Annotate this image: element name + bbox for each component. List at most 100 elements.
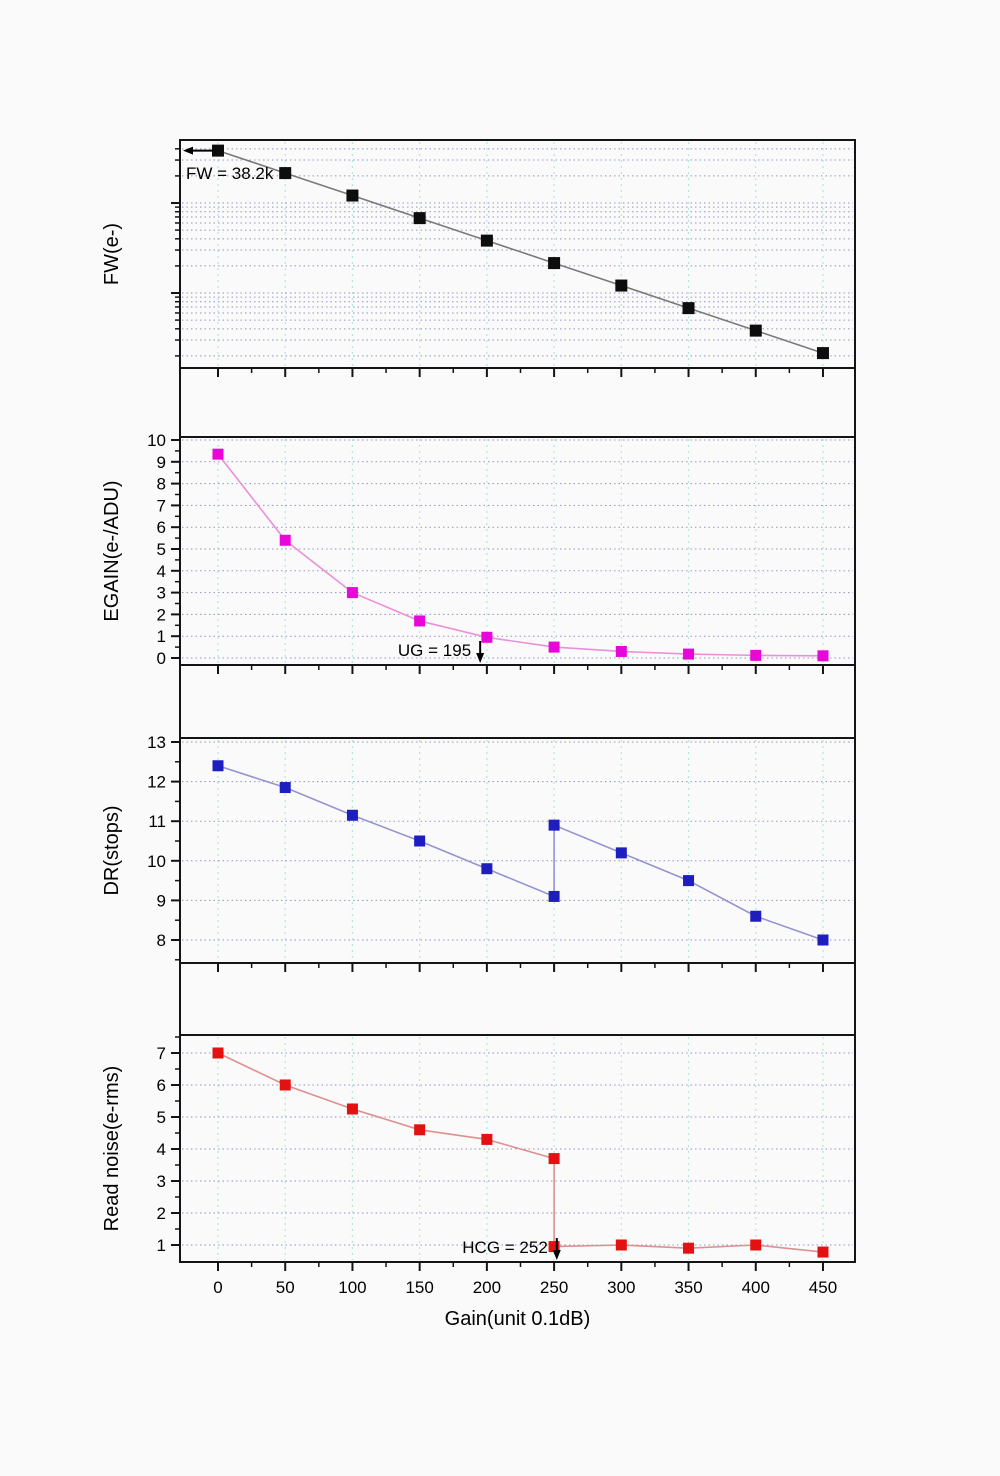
data-point-marker — [279, 782, 291, 794]
y-tick-label: 9 — [157, 453, 166, 472]
series-line-dr — [217, 764, 824, 941]
y-tick-label: 10 — [147, 852, 166, 871]
y-tick-label: 6 — [157, 518, 166, 537]
data-point-marker — [615, 279, 628, 292]
data-point-marker — [615, 645, 627, 657]
y-tick-label: 8 — [157, 931, 166, 950]
data-point-marker — [683, 1242, 695, 1254]
x-tick-label: 250 — [540, 1278, 568, 1297]
data-point-marker — [548, 890, 560, 902]
data-point-marker — [548, 1241, 560, 1253]
panel-dr — [182, 740, 853, 961]
y-axis-egain: 0 1 2 3 4 5 6 7 8 9 10 — [147, 431, 180, 668]
y-tick-label: 3 — [157, 1172, 166, 1191]
y-tick-label: 5 — [157, 1108, 166, 1127]
data-point-marker — [615, 847, 627, 859]
y-tick-label: 10 — [147, 431, 166, 450]
data-point-marker — [750, 1239, 762, 1251]
data-point-marker — [414, 615, 426, 627]
data-point-marker — [548, 819, 560, 831]
series-line-fw — [217, 149, 824, 354]
panel-egain — [182, 439, 853, 663]
x-tick-label: 300 — [607, 1278, 635, 1297]
data-point-marker — [279, 167, 292, 180]
y-axis-dr: 8 9 10 11 12 13 — [147, 733, 180, 961]
panel-fw — [182, 142, 853, 366]
y-tick-label: 8 — [157, 475, 166, 494]
x-tick-label: 150 — [405, 1278, 433, 1297]
annotation-egain: UG = 195 — [398, 641, 485, 663]
y-tick-label: 1 — [157, 627, 166, 646]
x-tick-label: 50 — [276, 1278, 295, 1297]
data-point-marker — [548, 257, 561, 270]
data-point-marker — [683, 648, 695, 660]
data-point-marker — [749, 324, 762, 337]
data-point-marker — [817, 934, 829, 946]
y-axis-title-dr: DR(stops) — [101, 805, 123, 895]
y-tick-label: 6 — [157, 1076, 166, 1095]
y-tick-label: 3 — [157, 584, 166, 603]
data-point-marker — [816, 347, 829, 360]
y-tick-label: 2 — [157, 605, 166, 624]
data-point-marker — [346, 1103, 358, 1115]
data-point-marker — [279, 1079, 291, 1091]
x-axis-title: Gain(unit 0.1dB) — [445, 1308, 591, 1330]
data-point-marker — [817, 1246, 829, 1258]
annotation-text: FW = 38.2k — [186, 164, 274, 183]
data-point-marker — [346, 809, 358, 821]
annotation-text: UG = 195 — [398, 641, 471, 660]
data-point-marker — [548, 1153, 560, 1165]
y-tick-label: 0 — [157, 649, 166, 668]
annotation-text: HCG = 252 — [462, 1238, 548, 1257]
data-point-marker — [212, 448, 224, 460]
data-point-marker — [212, 144, 224, 157]
data-point-marker — [414, 835, 426, 847]
panel-rn — [182, 1037, 853, 1260]
data-point-marker — [279, 534, 291, 546]
y-axis-title-egain: EGAIN(e-/ADU) — [101, 480, 123, 621]
y-tick-label: 4 — [157, 1140, 166, 1159]
y-tick-label: 5 — [157, 540, 166, 559]
annotation-fw: FW = 38.2k — [183, 146, 274, 183]
y-tick-label: 7 — [157, 496, 166, 515]
data-point-marker — [346, 189, 359, 202]
y-tick-label: 1 — [157, 1236, 166, 1255]
y-tick-label: 11 — [148, 812, 166, 831]
x-tick-label: 100 — [338, 1278, 366, 1297]
y-tick-label: 12 — [147, 773, 166, 792]
x-tick-label: 350 — [674, 1278, 702, 1297]
data-point-marker — [480, 234, 493, 247]
y-axis-rn: 1 2 3 4 5 6 7 — [157, 1036, 180, 1255]
x-tick-label: 400 — [742, 1278, 770, 1297]
data-point-marker — [481, 863, 493, 875]
series-line-egain — [217, 453, 823, 657]
y-tick-label: 7 — [157, 1044, 166, 1063]
x-tick-label: 0 — [213, 1278, 222, 1297]
x-tick-label: 450 — [809, 1278, 837, 1297]
y-tick-label: 13 — [147, 733, 166, 752]
data-point-marker — [683, 875, 695, 887]
data-point-marker — [481, 1133, 493, 1145]
series-line-rn — [217, 1052, 824, 1253]
data-point-marker — [414, 1124, 426, 1136]
data-point-marker — [817, 650, 829, 662]
y-axis-title-rn: Read noise(e-rms) — [101, 1066, 123, 1232]
data-point-marker — [682, 302, 695, 315]
y-axis-title-fw: FW(e-) — [101, 223, 123, 285]
data-point-marker — [615, 1239, 627, 1251]
annotation-rn: HCG = 252 — [462, 1238, 561, 1260]
data-point-marker — [750, 649, 762, 661]
data-point-marker — [548, 641, 560, 653]
data-point-marker — [750, 910, 762, 922]
x-tick-label: 200 — [473, 1278, 501, 1297]
data-point-marker — [413, 212, 426, 225]
data-point-marker — [346, 587, 358, 599]
y-tick-label: 9 — [157, 891, 166, 910]
data-point-marker — [212, 760, 224, 772]
data-point-marker — [212, 1047, 224, 1059]
y-tick-label: 2 — [157, 1204, 166, 1223]
y-tick-label: 4 — [157, 562, 166, 581]
data-point-marker — [481, 631, 493, 643]
